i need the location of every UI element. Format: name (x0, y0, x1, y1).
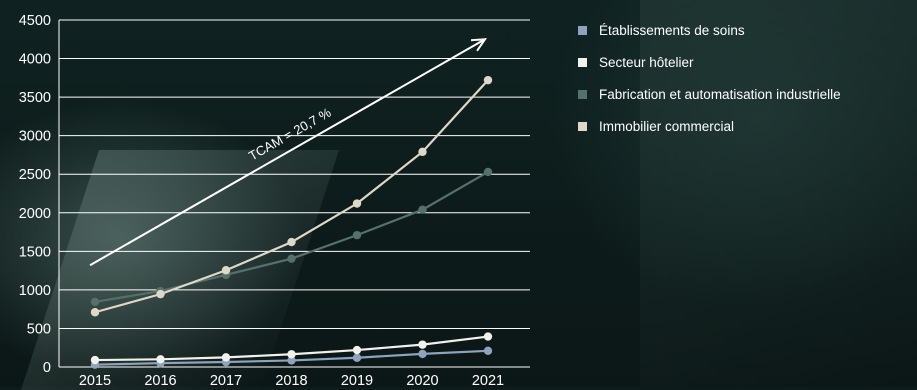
legend-item: Secteur hôtelier (578, 46, 841, 78)
legend-item: Établissements de soins (578, 14, 841, 46)
y-tick-label: 2000 (19, 206, 51, 222)
data-point (418, 349, 427, 359)
legend-swatch (578, 89, 587, 99)
y-tick-label: 3000 (19, 129, 51, 145)
trend-arrow-head (470, 38, 487, 52)
legend-label: Fabrication et automatisation industriel… (599, 86, 841, 102)
x-tick-label: 2021 (472, 373, 504, 387)
x-tick-label: 2019 (341, 373, 373, 387)
series-line (94, 79, 489, 314)
data-point (221, 353, 231, 362)
legend-swatch (578, 57, 587, 67)
y-tick-label: 2500 (19, 167, 51, 183)
data-point (90, 297, 100, 307)
legend-swatch (578, 25, 587, 35)
legend: Établissements de soins Secteur hôtelier… (578, 14, 841, 142)
data-point (418, 205, 427, 214)
legend-label: Immobilier commercial (599, 118, 735, 134)
data-point (483, 332, 493, 341)
data-point (483, 167, 493, 177)
data-point (352, 345, 362, 355)
data-point (352, 230, 362, 240)
x-tick-label: 2017 (210, 373, 242, 387)
series-line (94, 170, 489, 303)
y-tick-label: 4500 (19, 13, 51, 29)
data-point (90, 308, 100, 317)
y-tick-label: 3500 (19, 90, 51, 106)
background-panel (640, 0, 917, 387)
data-point (287, 237, 296, 247)
legend-label: Établissements de soins (599, 22, 745, 38)
x-tick-label: 2015 (79, 373, 111, 387)
legend-item: Fabrication et automatisation industriel… (578, 78, 841, 110)
legend-label: Secteur hôtelier (599, 54, 694, 70)
data-point (483, 346, 493, 356)
data-point (483, 75, 493, 85)
data-point (156, 289, 165, 299)
y-tick-label: 0 (43, 360, 51, 376)
data-point (352, 353, 362, 362)
legend-item: Immobilier commercial (578, 110, 841, 142)
y-tick-label: 500 (27, 321, 51, 337)
data-point (287, 356, 296, 365)
data-point (90, 355, 100, 365)
x-tick-label: 2020 (406, 373, 438, 387)
y-tick-label: 1000 (19, 283, 51, 299)
data-point (221, 266, 231, 275)
data-point (287, 254, 296, 263)
trend-arrow-line (89, 38, 486, 267)
y-tick-label: 4000 (19, 52, 51, 68)
data-point (418, 340, 427, 349)
y-tick-label: 1500 (19, 244, 51, 260)
data-point (287, 350, 296, 359)
legend-swatch (578, 121, 587, 131)
data-point (418, 147, 427, 157)
x-tick-label: 2016 (144, 373, 176, 387)
data-point (156, 355, 165, 364)
data-point (352, 199, 362, 208)
x-tick-label: 2018 (275, 373, 307, 387)
